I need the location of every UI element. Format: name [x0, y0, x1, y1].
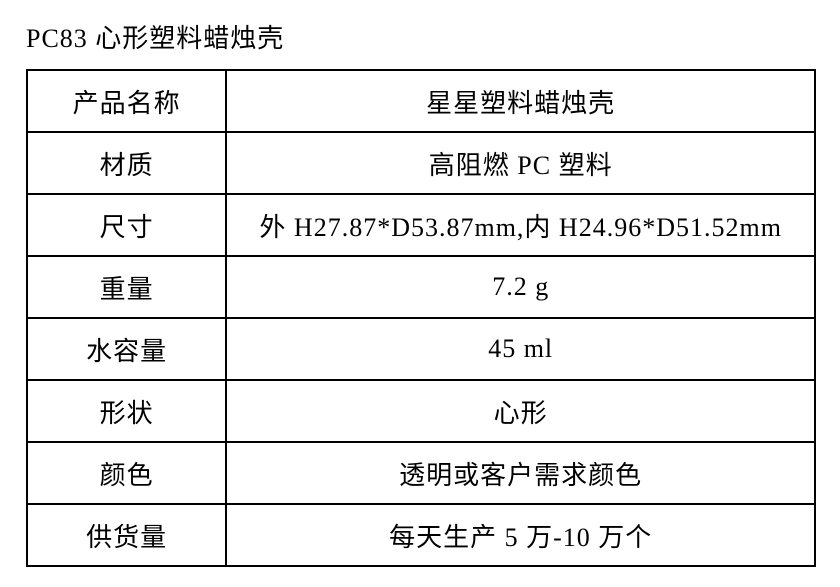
spec-value: 心形	[226, 380, 815, 442]
table-row: 供货量 每天生产 5 万-10 万个	[27, 504, 815, 566]
table-row: 重量 7.2 g	[27, 256, 815, 318]
spec-label: 材质	[27, 132, 226, 194]
spec-label: 颜色	[27, 442, 226, 504]
table-row: 尺寸 外 H27.87*D53.87mm,内 H24.96*D51.52mm	[27, 194, 815, 256]
spec-value: 透明或客户需求颜色	[226, 442, 815, 504]
spec-label: 产品名称	[27, 70, 226, 132]
page-title: PC83 心形塑料蜡烛壳	[26, 18, 818, 55]
table-row: 颜色 透明或客户需求颜色	[27, 442, 815, 504]
spec-value: 外 H27.87*D53.87mm,内 H24.96*D51.52mm	[226, 194, 815, 256]
table-row: 产品名称 星星塑料蜡烛壳	[27, 70, 815, 132]
spec-label: 形状	[27, 380, 226, 442]
spec-value: 星星塑料蜡烛壳	[226, 70, 815, 132]
spec-table: 产品名称 星星塑料蜡烛壳 材质 高阻燃 PC 塑料 尺寸 外 H27.87*D5…	[26, 69, 816, 567]
spec-label: 重量	[27, 256, 226, 318]
spec-label: 尺寸	[27, 194, 226, 256]
spec-label: 供货量	[27, 504, 226, 566]
table-row: 水容量 45 ml	[27, 318, 815, 380]
table-row: 形状 心形	[27, 380, 815, 442]
spec-label: 水容量	[27, 318, 226, 380]
spec-value: 7.2 g	[226, 256, 815, 318]
spec-value: 45 ml	[226, 318, 815, 380]
table-row: 材质 高阻燃 PC 塑料	[27, 132, 815, 194]
spec-value: 每天生产 5 万-10 万个	[226, 504, 815, 566]
spec-value: 高阻燃 PC 塑料	[226, 132, 815, 194]
